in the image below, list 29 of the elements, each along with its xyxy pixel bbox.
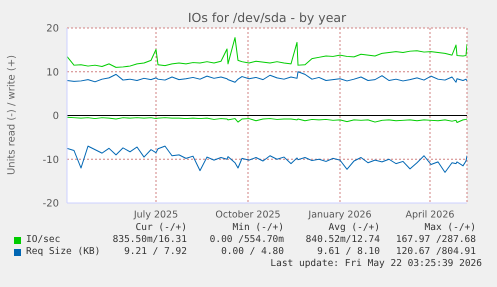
text: 9.61 / 8.10 <box>317 246 380 257</box>
text: 167.97 /287.68 <box>396 234 476 245</box>
line-series <box>67 37 467 68</box>
text: Max (-/+) <box>424 222 476 233</box>
y-tick-label: 20 <box>46 24 59 35</box>
x-tick-label: July 2025 <box>132 210 178 221</box>
y-tick-label: -20 <box>42 198 59 210</box>
text: Min (-/+) <box>232 222 284 233</box>
text: 120.67 /804.91 <box>396 246 476 257</box>
text: Cur (-/+) <box>136 222 187 233</box>
x-tick-label: October 2025 <box>215 210 281 221</box>
legend-label: IO/sec <box>26 234 60 245</box>
x-tick-label: January 2026 <box>307 210 372 221</box>
line-series <box>67 146 467 173</box>
x-tick-label: April 2026 <box>406 210 454 221</box>
text: 9.21 / 7.92 <box>124 246 187 257</box>
y-tick-label: 0 <box>52 111 59 122</box>
y-tick-label: -10 <box>42 154 59 166</box>
text: 835.50m/16.31 <box>112 234 187 245</box>
text: 0.00 /554.70m <box>210 234 284 245</box>
y-axis-title: Units read (-) / write (+) <box>6 54 18 176</box>
text: Avg (-/+) <box>328 222 380 233</box>
text: 0.00 / 4.80 <box>221 246 284 257</box>
y-tick-label: 10 <box>46 67 59 78</box>
text: 840.52m/12.74 <box>306 234 380 245</box>
legend-label: Req Size (KB) <box>26 246 100 257</box>
text: Last update: Fri May 22 03:25:39 2026 <box>270 258 482 269</box>
chart-title: IOs for /dev/sda - by year <box>186 10 348 25</box>
line-series <box>67 71 467 83</box>
